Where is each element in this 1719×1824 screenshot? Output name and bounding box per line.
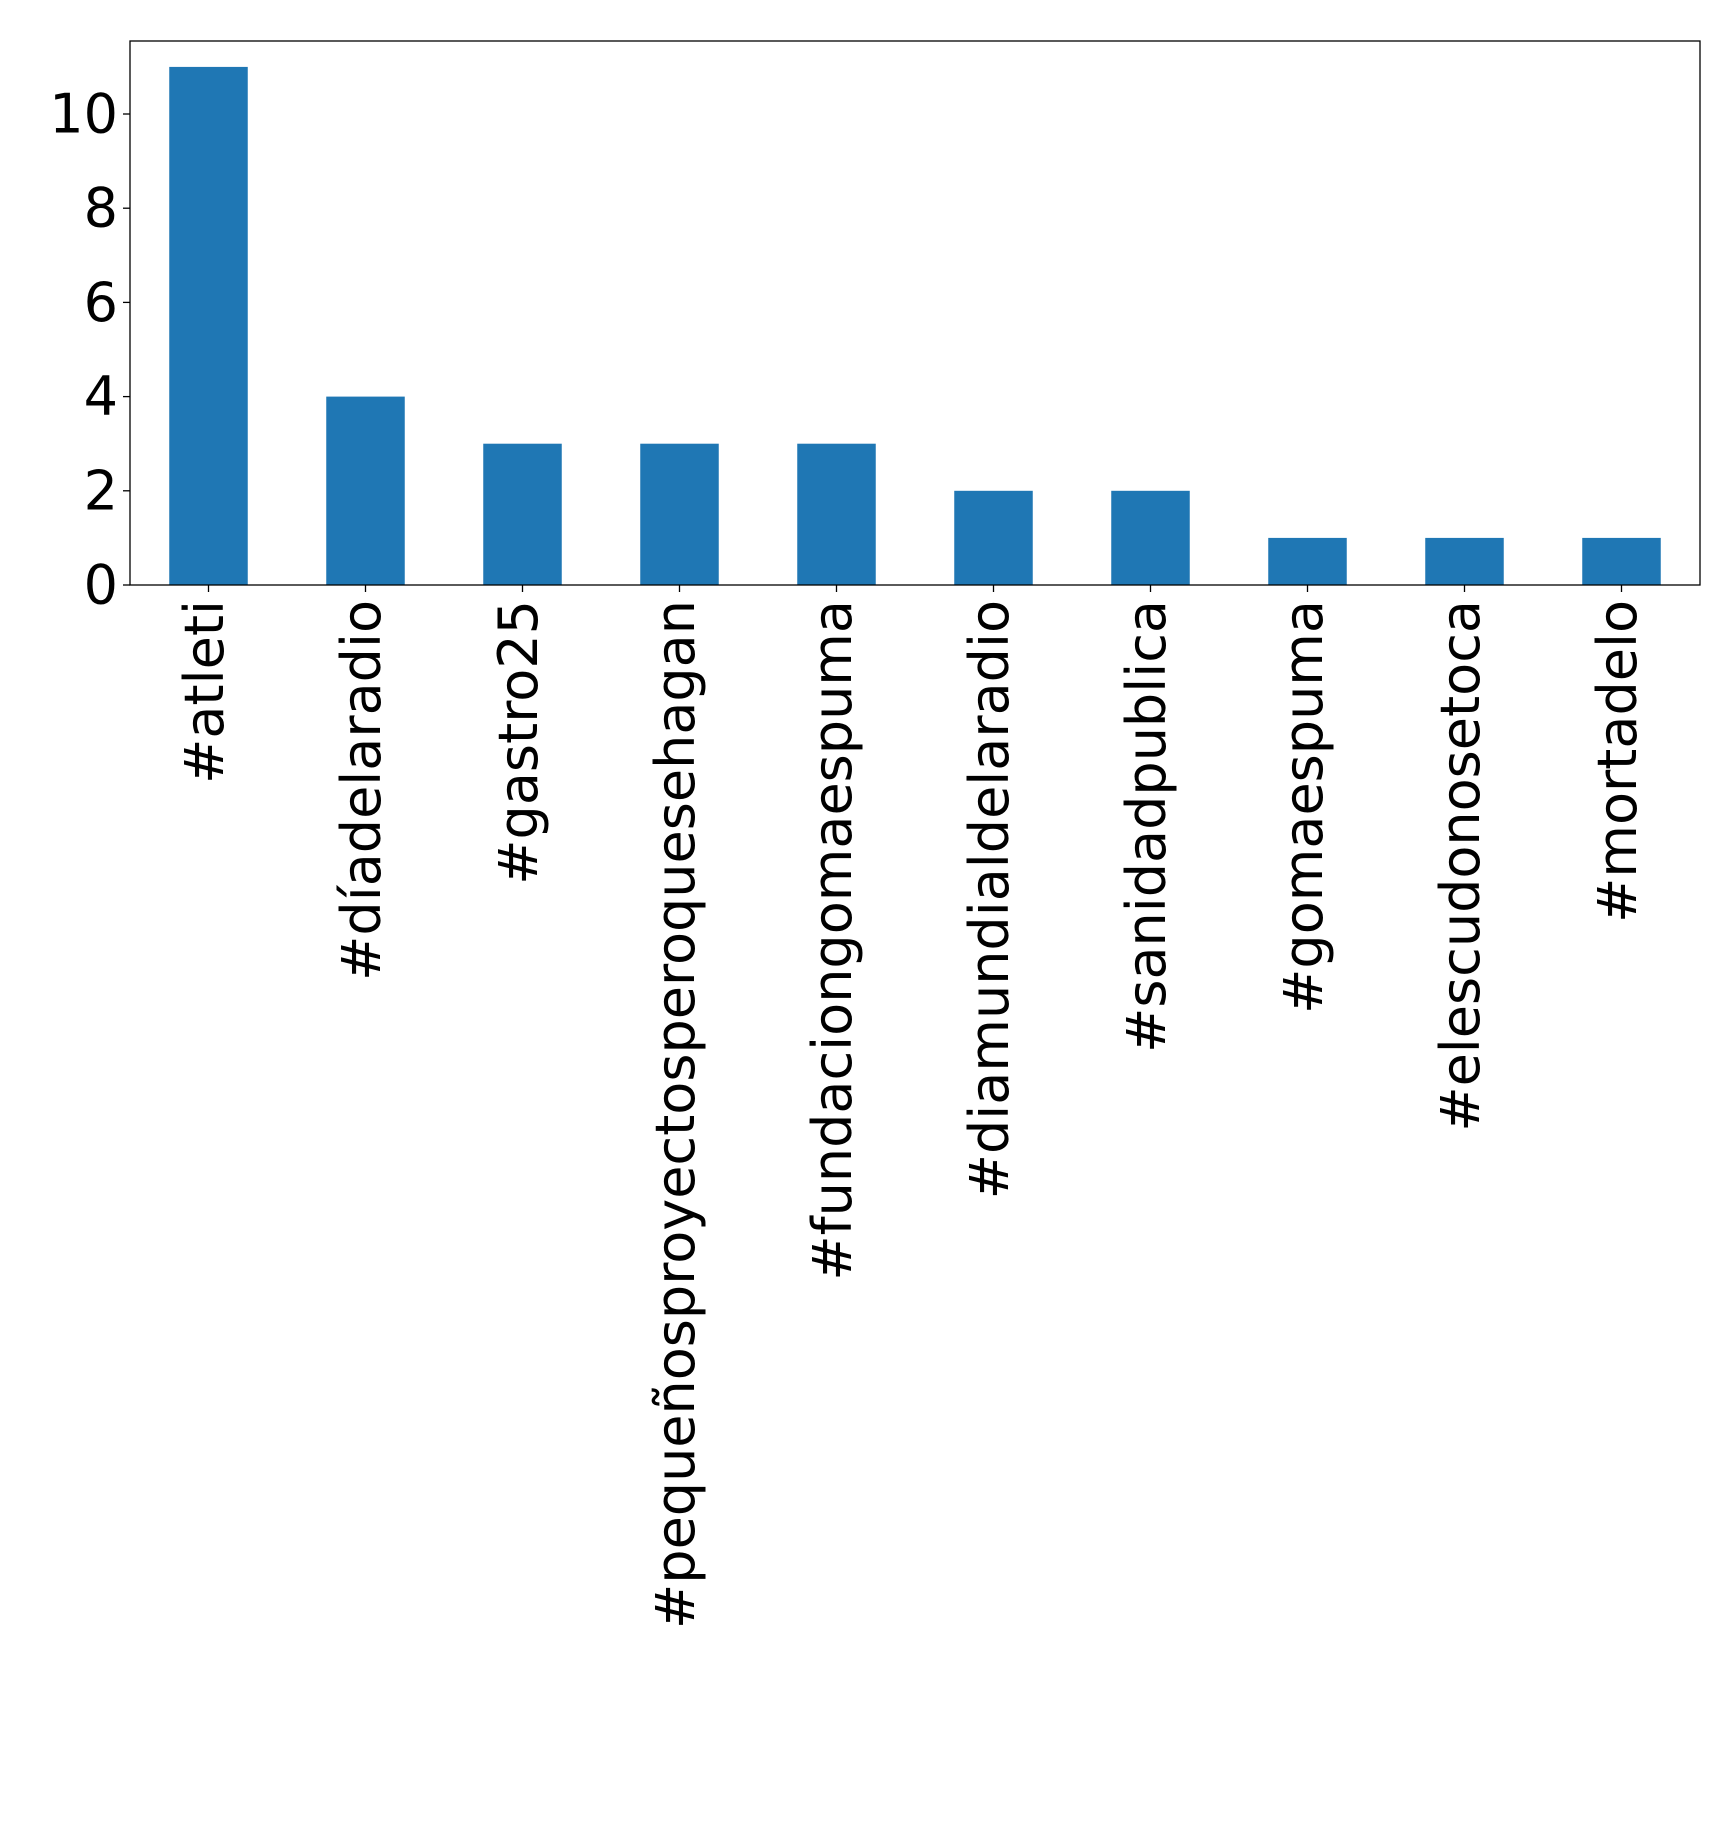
y-axis: 0 2 4 6 8 10 (49, 83, 130, 617)
y-tick-label-5: 10 (49, 83, 118, 146)
bar-6 (1111, 490, 1190, 585)
bar-8 (1425, 537, 1504, 585)
x-axis: #atleti #díadelaradio #gastro25 #pequeñospr… (173, 585, 1649, 1629)
bar-3 (640, 443, 719, 585)
bar-9 (1582, 537, 1661, 585)
x-tick-label-8: #elescudonosetoca (1429, 600, 1492, 1132)
x-tick-label-6: #sanidadpublica (1115, 600, 1178, 1053)
y-tick-label-3: 6 (84, 271, 118, 334)
bar-1 (326, 396, 405, 585)
y-tick-label-2: 4 (84, 365, 118, 428)
x-tick-label-3: #pequeñosproyectosperoquesehagan (644, 600, 707, 1629)
x-tick-label-9: #mortadelo (1586, 600, 1649, 923)
x-tick-label-7: #gomaespuma (1272, 600, 1335, 1014)
bars-layer (169, 66, 1661, 585)
y-tick-label-0: 0 (84, 554, 118, 617)
bar-2 (483, 443, 562, 585)
plot-frame (129, 40, 1701, 586)
x-tick-label-0: #atleti (173, 600, 236, 784)
x-tick-label-2: #gastro25 (487, 600, 550, 885)
x-tick-label-1: #díadelaradio (330, 600, 393, 981)
bar-4 (797, 443, 876, 585)
bar-0 (169, 66, 248, 585)
x-tick-label-4: #fundaciongomaespuma (801, 600, 864, 1281)
y-tick-label-1: 2 (84, 459, 118, 522)
bar-5 (954, 490, 1033, 585)
bar-7 (1268, 537, 1347, 585)
x-tick-label-5: #diamundialdelaradio (958, 600, 1021, 1199)
y-tick-label-4: 8 (84, 177, 118, 240)
